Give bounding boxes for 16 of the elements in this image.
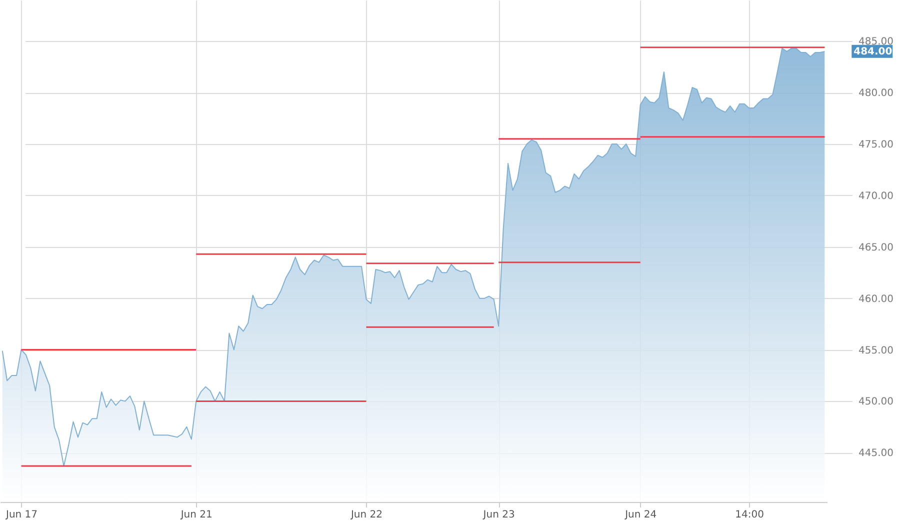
y-tick-label: 450.00 bbox=[858, 396, 894, 408]
x-tick-label: Jun 22 bbox=[350, 510, 383, 520]
y-tick-label: 460.00 bbox=[858, 294, 894, 305]
text: 484.00 bbox=[854, 46, 892, 58]
y-tick-label: 470.00 bbox=[858, 190, 894, 202]
x-tick-label: 14:00 bbox=[735, 510, 764, 520]
y-tick-label: 455.00 bbox=[858, 345, 894, 356]
x-tick-label: Jun 17 bbox=[5, 510, 38, 520]
y-tick-label: 465.00 bbox=[858, 242, 894, 254]
x-tick-label: Jun 23 bbox=[482, 510, 515, 520]
y-tick-label: 445.00 bbox=[858, 448, 894, 460]
y-tick-label: 485.00 bbox=[858, 36, 894, 48]
y-tick-label: 480.00 bbox=[858, 88, 894, 100]
x-tick-label: Jun 21 bbox=[180, 510, 212, 520]
x-tick-label: Jun 24 bbox=[624, 510, 657, 520]
y-tick-label: 475.00 bbox=[858, 140, 894, 151]
